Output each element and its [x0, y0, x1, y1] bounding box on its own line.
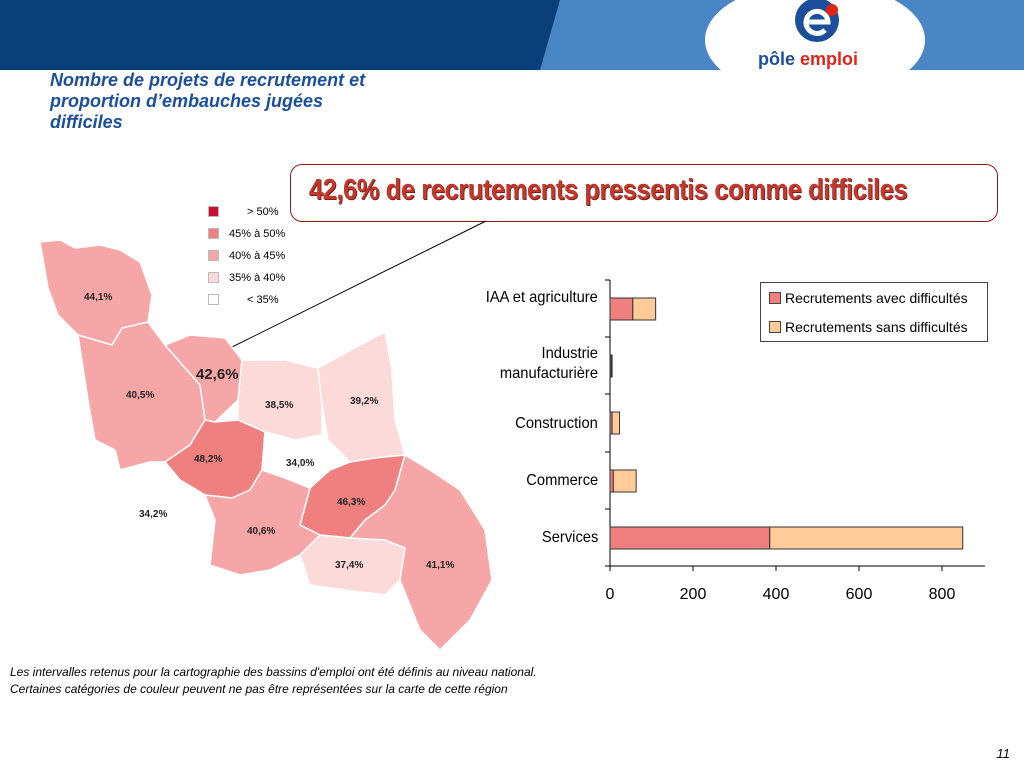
map-label: 39,2%	[350, 396, 379, 407]
x-tick-label: 0	[605, 586, 615, 603]
bar-without-difficulties	[769, 526, 964, 550]
map-label: 38,5%	[265, 400, 294, 411]
legend-label: 45% à 50%	[229, 228, 286, 240]
region-map	[39, 239, 493, 651]
category-label: Commerce	[526, 472, 598, 489]
footnote: Les intervalles retenus pour la cartogra…	[10, 664, 537, 698]
legend-swatch	[769, 321, 781, 333]
legend-swatch	[208, 250, 219, 261]
bar-with-difficulties	[609, 526, 771, 550]
title-line-3: difficiles	[50, 112, 123, 132]
legend-swatch	[208, 206, 219, 217]
legend-swatch	[208, 272, 219, 283]
x-tick-label: 600	[845, 586, 873, 603]
x-tick-label: 800	[928, 586, 956, 603]
page-number: 11	[996, 746, 1011, 761]
bar-with-difficulties	[609, 297, 634, 321]
category-label: IAA et agriculture	[485, 289, 598, 306]
bar-without-difficulties	[612, 469, 637, 493]
map-area-44-1	[39, 239, 153, 346]
headline-callout-box	[290, 164, 998, 222]
header-banner	[0, 0, 1024, 70]
map-label: 37,4%	[335, 560, 364, 571]
legend-label: Recrutements avec difficultés	[785, 290, 968, 306]
map-label: 40,6%	[247, 526, 276, 537]
logo: pôle emploi	[750, 0, 890, 70]
x-tick-label: 400	[762, 586, 790, 603]
bar-without-difficulties	[632, 297, 657, 321]
title-line-2: proportion d’embauches jugées	[50, 91, 324, 111]
map-label: 46,3%	[337, 497, 366, 508]
legend-label: < 35%	[247, 294, 279, 306]
map-label: 34,0%	[286, 458, 315, 469]
legend-label: 40% à 45%	[229, 250, 286, 262]
bar-without-difficulties	[610, 354, 613, 378]
category-label: Industrie manufacturière	[499, 345, 598, 382]
chart-legend-item: Recrutements sans difficultés	[769, 319, 968, 335]
legend-label: Recrutements sans difficultés	[785, 319, 968, 335]
map-label-region: 42,6%	[196, 366, 239, 383]
pole-emploi-e-icon	[795, 0, 839, 42]
category-labels: IAA et agriculture Industrie manufacturi…	[400, 280, 598, 580]
category-label: Construction	[515, 415, 598, 432]
logo-text-pole: pôle	[758, 49, 796, 69]
footnote-line-2: Certaines catégories de couleur peuvent …	[10, 682, 508, 696]
chart-legend-item: Recrutements avec difficultés	[769, 290, 968, 306]
map-label: 40,5%	[126, 390, 155, 401]
map-area-40-6	[204, 469, 321, 576]
category-label: Services	[541, 529, 598, 546]
legend-swatch	[208, 228, 219, 239]
footnote-line-1: Les intervalles retenus pour la cartogra…	[10, 665, 537, 679]
x-tick-label: 200	[679, 586, 707, 603]
page-title: Nombre de projets de recrutement et prop…	[50, 70, 470, 133]
map-label: 34,2%	[139, 509, 168, 520]
map-label: 41,1%	[426, 560, 455, 571]
legend-label: 35% à 40%	[229, 272, 286, 284]
map-label: 44,1%	[84, 292, 113, 303]
logo-text-emploi: emploi	[800, 49, 859, 69]
headline: 42,6% de recrutements pressentis comme d…	[308, 174, 908, 206]
map-area-41-1	[349, 454, 493, 651]
bar-without-difficulties	[611, 411, 621, 435]
legend-swatch	[208, 294, 219, 305]
map-label: 48,2%	[194, 454, 223, 465]
legend-swatch	[769, 292, 781, 304]
title-line-1: Nombre de projets de recrutement et	[50, 70, 366, 90]
chart-legend: Recrutements avec difficultés Recrutemen…	[760, 282, 988, 342]
legend-label: > 50%	[247, 206, 279, 218]
